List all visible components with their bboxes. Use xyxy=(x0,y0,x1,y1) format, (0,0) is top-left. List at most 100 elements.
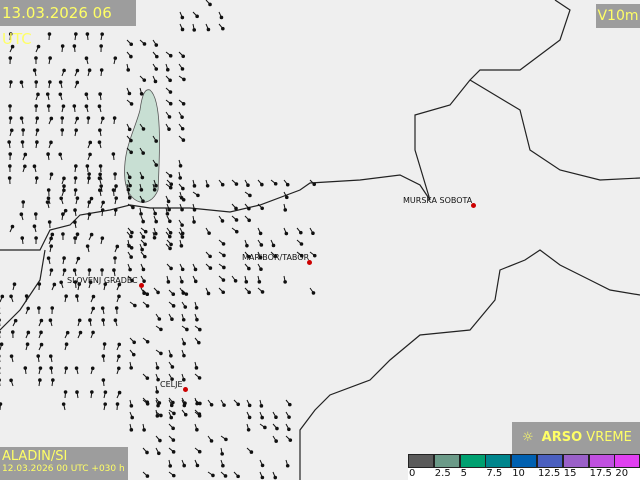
wind-arrow-head xyxy=(261,183,264,186)
wind-arrow-head xyxy=(181,280,184,283)
legend-tick: 12.5 xyxy=(538,468,560,479)
wind-arrow-head xyxy=(170,243,173,246)
wind-arrow-head xyxy=(37,93,40,96)
wind-arrow-head xyxy=(118,343,121,346)
wind-arrow-head xyxy=(260,268,263,271)
wind-arrow-head xyxy=(132,353,135,356)
wind-arrow-head xyxy=(168,235,171,238)
model-name: ALADIN/SI xyxy=(0,447,128,464)
legend-swatch xyxy=(537,454,563,468)
wind-arrow-head xyxy=(180,245,183,248)
wind-arrow-head xyxy=(88,213,91,216)
wind-arrow-head xyxy=(118,391,121,394)
wind-arrow-head xyxy=(284,209,287,212)
wind-arrow-head xyxy=(74,221,77,224)
wind-arrow-head xyxy=(89,319,92,322)
wind-arrow-head xyxy=(234,280,237,283)
wind-arrow-head xyxy=(99,173,102,176)
wind-arrow-head xyxy=(248,291,251,294)
wind-arrow-head xyxy=(181,16,184,19)
wind-arrow-head xyxy=(286,183,289,186)
wind-arrow-head xyxy=(130,405,133,408)
wind-arrow-head xyxy=(285,196,288,199)
wind-arrow-head xyxy=(172,401,175,404)
wind-arrow-head xyxy=(224,475,227,478)
wind-arrow-head xyxy=(75,165,78,168)
wind-arrow-head xyxy=(40,331,43,334)
wind-arrow-head xyxy=(312,232,315,235)
wind-arrow-head xyxy=(146,475,149,478)
wind-arrow-head xyxy=(59,153,62,156)
wind-arrow-head xyxy=(128,128,131,131)
model-run: 12.03.2026 00 UTC +030 h xyxy=(0,464,128,474)
legend-tick: 0 xyxy=(409,468,415,479)
city-marker xyxy=(139,283,144,288)
wind-arrow-head xyxy=(102,355,105,358)
wind-arrow-head xyxy=(10,295,13,298)
wind-arrow-head xyxy=(100,69,103,72)
wind-arrow-head xyxy=(141,248,144,251)
wind-arrow-head xyxy=(76,391,79,394)
wind-arrow-head xyxy=(172,474,175,477)
wind-arrow-head xyxy=(20,117,23,120)
wind-arrow-head xyxy=(47,105,50,108)
wind-arrow-head xyxy=(158,402,161,405)
wind-arrow-head xyxy=(172,293,175,296)
wind-arrow-head xyxy=(183,404,186,407)
wind-arrow-head xyxy=(235,207,238,210)
legend-swatch xyxy=(408,454,434,468)
wind-arrow-head xyxy=(114,209,117,212)
wind-arrow-head xyxy=(142,268,145,271)
legend-tick: 17.5 xyxy=(590,468,612,479)
wind-arrow-head xyxy=(130,55,133,58)
wind-arrow-head xyxy=(222,243,225,246)
wind-arrow-head xyxy=(37,45,40,48)
wind-arrow-head xyxy=(181,68,184,71)
wind-arrow-head xyxy=(130,235,133,238)
wind-arrow-head xyxy=(104,391,107,394)
wind-arrow-head xyxy=(183,78,186,81)
wind-arrow-head xyxy=(274,182,277,185)
wind-arrow-head xyxy=(198,341,201,344)
wind-arrow-head xyxy=(101,237,104,240)
wind-arrow-head xyxy=(53,283,56,286)
wind-arrow-head xyxy=(181,236,184,239)
wind-arrow-head xyxy=(112,153,115,156)
wind-arrow-head xyxy=(130,429,133,432)
wind-arrow-head xyxy=(235,219,238,222)
wind-arrow-head xyxy=(140,189,143,192)
wind-arrow-head xyxy=(159,439,162,442)
wind-arrow-head xyxy=(156,55,159,58)
wind-arrow-head xyxy=(130,256,133,259)
wind-arrow-head xyxy=(36,141,39,144)
logo-arso: ARSO xyxy=(542,430,583,445)
wind-arrow-head xyxy=(21,141,24,144)
wind-arrow-head xyxy=(129,268,132,271)
wind-arrow-head xyxy=(35,105,38,108)
wind-arrow-head xyxy=(155,220,158,223)
wind-arrow-head xyxy=(275,440,278,443)
wind-arrow-head xyxy=(140,213,143,216)
wind-arrow-head xyxy=(11,225,14,228)
wind-arrow-head xyxy=(181,268,184,271)
wind-arrow-head xyxy=(288,416,291,419)
wind-arrow-head xyxy=(155,184,158,187)
wind-arrow-head xyxy=(128,245,131,248)
wind-arrow-head xyxy=(130,43,133,46)
wind-arrow-head xyxy=(118,355,121,358)
wind-arrow-head xyxy=(198,415,201,418)
wind-arrow-head xyxy=(300,243,303,246)
wind-arrow-head xyxy=(59,81,62,84)
wind-arrow-head xyxy=(39,379,42,382)
wind-arrow-head xyxy=(168,128,171,131)
wind-arrow-head xyxy=(144,243,147,246)
wind-arrow-head xyxy=(76,69,79,72)
wind-arrow-head xyxy=(195,306,198,309)
wind-arrow-head xyxy=(196,15,199,18)
wind-arrow-head xyxy=(102,201,105,204)
legend-swatch xyxy=(589,454,615,468)
wind-arrow-head xyxy=(62,105,65,108)
wind-arrow-head xyxy=(47,257,50,260)
